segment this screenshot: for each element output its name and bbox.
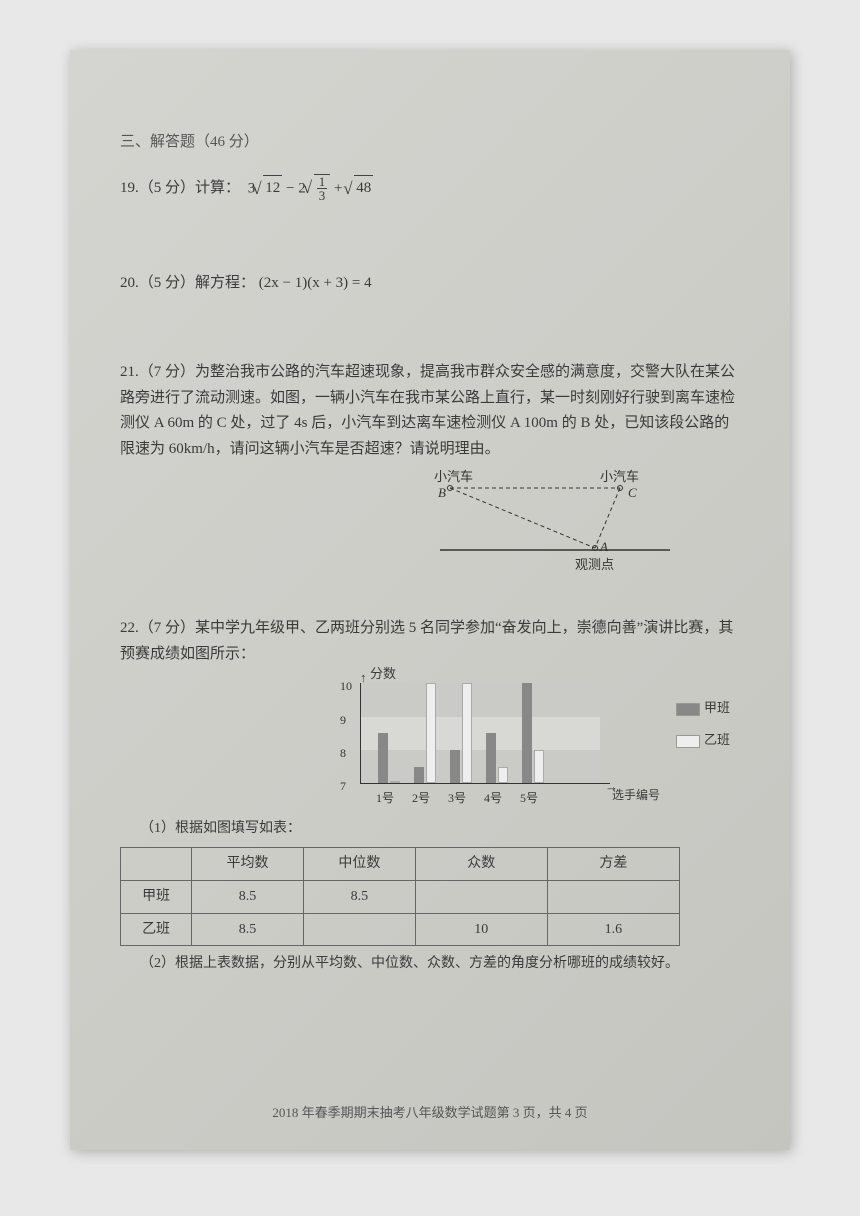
bar [450, 750, 460, 783]
chart-ylabel: 分数 [370, 663, 396, 685]
bar [462, 683, 472, 783]
xtick-label: 5号 [520, 788, 538, 808]
th-var: 方差 [547, 848, 679, 881]
legend-jia-label: 甲班 [704, 700, 730, 715]
q22-stats-table: 平均数 中位数 众数 方差 甲班 8.5 8.5 乙班 8.5 10 1.6 [120, 847, 680, 946]
q21-label: 21.（7 分） [120, 364, 195, 380]
q20-equation: (2x − 1)(x + 3) = 4 [259, 275, 372, 291]
page-footer: 2018 年春季期期末抽考八年级数学试题第 3 页，共 4 页 [70, 1102, 790, 1124]
cell [303, 913, 415, 946]
cell: 1.6 [547, 913, 679, 946]
cell: 乙班 [121, 913, 192, 946]
cell: 8.5 [303, 880, 415, 913]
legend-yi-label: 乙班 [704, 732, 730, 747]
exam-page: 三、解答题（46 分） 19.（5 分）计算： 312 − 213 + 48 2… [70, 50, 790, 1150]
table-row: 甲班 8.5 8.5 [121, 880, 680, 913]
bar [426, 683, 436, 783]
bar [522, 683, 532, 783]
table-row: 乙班 8.5 10 1.6 [121, 913, 680, 946]
q19-formula: 312 − 213 + 48 [248, 174, 373, 203]
bar [486, 733, 496, 783]
q19-label: 19.（5 分）计算： [120, 180, 240, 196]
cell: 甲班 [121, 880, 192, 913]
lbl-obs: 观测点 [575, 554, 614, 576]
question-22: 22.（7 分）某中学九年级甲、乙两班分别选 5 名同学参加“奋发向上，崇德向善… [120, 616, 740, 976]
q22-bar-chart: 分数 ↑ → 选手编号 甲班 乙班 789101号2号3号4号5号 [330, 673, 670, 813]
lbl-B: B [438, 482, 446, 504]
xtick-label: 2号 [412, 788, 430, 808]
ytick-label: 10 [340, 676, 352, 696]
cell: 10 [415, 913, 547, 946]
th-mean: 平均数 [192, 848, 304, 881]
bar [498, 767, 508, 784]
th-mode: 众数 [415, 848, 547, 881]
cell [415, 880, 547, 913]
xtick-label: 3号 [448, 788, 466, 808]
ytick-label: 7 [340, 776, 346, 796]
ytick-label: 9 [340, 710, 346, 730]
q22-sub1: （1）根据如图填写如表： [140, 817, 740, 841]
legend-jia: 甲班 [676, 697, 730, 719]
xtick-label: 4号 [484, 788, 502, 808]
th-median: 中位数 [303, 848, 415, 881]
q22-intro: 某中学九年级甲、乙两班分别选 5 名同学参加“奋发向上，崇德向善”演讲比赛，其预… [120, 620, 733, 662]
q22-label: 22.（7 分） [120, 620, 195, 636]
ytick-label: 8 [340, 743, 346, 763]
bar [534, 750, 544, 783]
bar [414, 767, 424, 784]
section-title: 三、解答题（46 分） [120, 130, 740, 156]
chart-xlabel: 选手编号 [612, 785, 660, 805]
xtick-label: 1号 [376, 788, 394, 808]
bar [378, 733, 388, 783]
legend-yi: 乙班 [676, 729, 730, 751]
q21-text: 为整治我市公路的汽车超速现象，提高我市群众安全感的满意度，交警大队在某公路旁进行… [120, 364, 735, 457]
question-21: 21.（7 分）为整治我市公路的汽车超速现象，提高我市群众安全感的满意度，交警大… [120, 360, 740, 590]
table-header-row: 平均数 中位数 众数 方差 [121, 848, 680, 881]
q21-diagram: 小汽车 小汽车 B C A 观测点 [440, 470, 670, 590]
lbl-C: C [628, 482, 637, 504]
question-20: 20.（5 分）解方程： (2x − 1)(x + 3) = 4 [120, 271, 740, 297]
q20-label: 20.（5 分）解方程： [120, 275, 255, 291]
th-blank [121, 848, 192, 881]
q22-sub2: （2）根据上表数据，分别从平均数、中位数、众数、方差的角度分析哪班的成绩较好。 [140, 952, 740, 976]
cell: 8.5 [192, 913, 304, 946]
cell [547, 880, 679, 913]
cell: 8.5 [192, 880, 304, 913]
question-19: 19.（5 分）计算： 312 − 213 + 48 [120, 174, 740, 203]
chart-legend: 甲班 乙班 [676, 697, 730, 761]
chart-plot-area [360, 683, 600, 783]
